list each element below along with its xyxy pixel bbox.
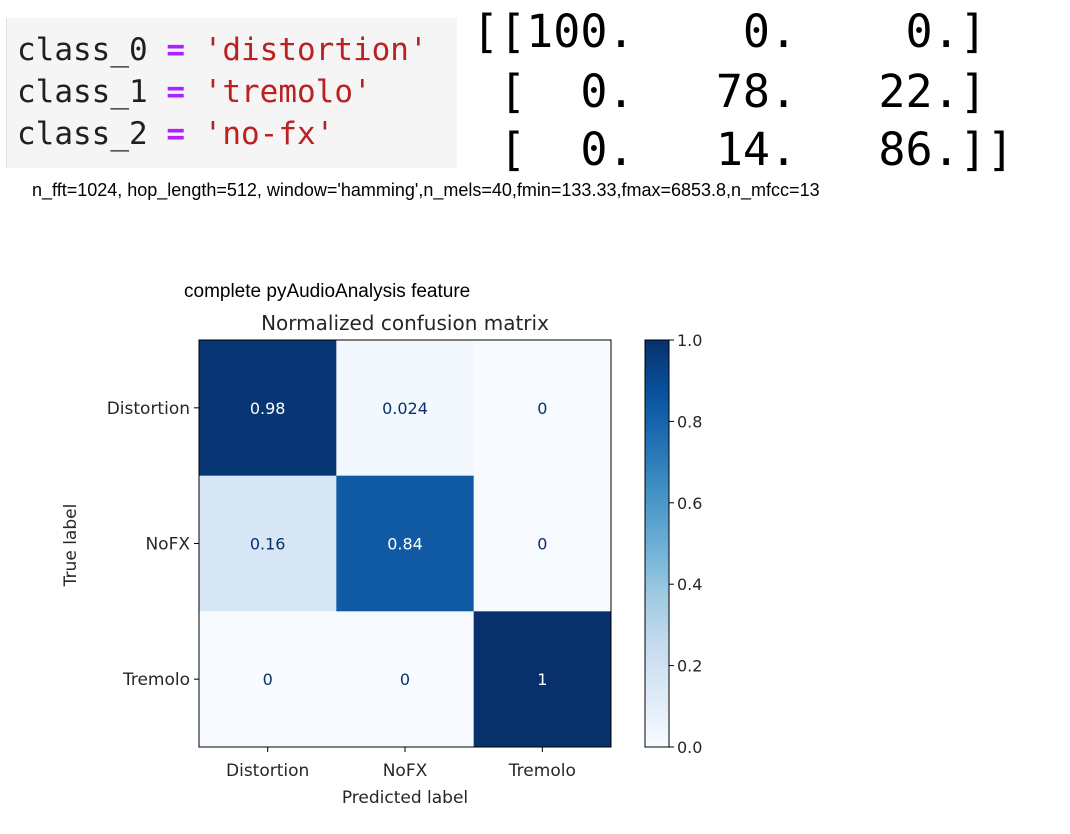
heatmap-cell [336, 611, 475, 748]
heatmap-cell [199, 340, 337, 477]
heatmap-cell [336, 340, 475, 477]
x-axis-label: Predicted label [342, 788, 468, 808]
code-operator: = [166, 74, 185, 110]
y-tick-label: Tremolo [122, 670, 190, 690]
cell-value-label: 0.84 [387, 535, 423, 554]
cell-value-label: 0 [400, 670, 410, 689]
heatmap-cell [473, 611, 612, 748]
colorbar-tick-label: 0.0 [677, 738, 702, 757]
colorbar-tick-label: 0.8 [677, 412, 702, 431]
cell-value-label: 0 [537, 399, 547, 418]
heatmap-cell [473, 475, 612, 612]
colorbar-ticks: 0.0 0.2 0.4 0.6 0.8 1.0 [669, 331, 702, 757]
params-text: n_fft=1024, hop_length=512, window='hamm… [32, 180, 820, 200]
cell-value-label: 0 [263, 670, 273, 689]
y-tick-label: Distortion [107, 399, 190, 419]
colorbar [644, 339, 670, 748]
code-var: class_0 [17, 32, 148, 68]
heatmap-cells [199, 340, 612, 748]
cell-value-label: 0.98 [250, 399, 286, 418]
matrix-row-1: [[100. 0. 0.] [472, 5, 987, 58]
code-string: 'tremolo' [203, 74, 372, 110]
code-string: 'no-fx' [203, 116, 335, 152]
heatmap-cell-labels: 0.98 0.024 0 0.16 0.84 0 0 0 1 [250, 399, 548, 689]
cell-value-label: 0 [537, 535, 547, 554]
code-var: class_2 [17, 116, 148, 152]
y-tick-label: NoFX [145, 535, 190, 555]
colorbar-tick-label: 0.4 [677, 575, 702, 594]
code-line-class-0: class_0 = 'distortion' [17, 30, 428, 70]
code-operator: = [166, 32, 185, 68]
code-operator: = [166, 116, 185, 152]
matrix-row-3: [ 0. 14. 86.]] [472, 123, 1014, 176]
x-tick-label: Tremolo [508, 761, 576, 781]
heatmap-cell [336, 475, 475, 612]
matrix-row-2: [ 0. 78. 22.] [472, 65, 987, 118]
cell-value-label: 0.16 [250, 535, 286, 554]
heatmap-cell [199, 611, 337, 748]
chart-title: Normalized confusion matrix [261, 311, 549, 335]
figure-caption: complete pyAudioAnalysis feature [184, 281, 471, 302]
cell-value-label: 1 [537, 670, 547, 689]
heatmap-cell [199, 475, 337, 612]
heatmap-cell [473, 340, 612, 477]
code-var: class_1 [17, 74, 148, 110]
y-axis-label: True label [61, 504, 81, 588]
code-cell: class_0 = 'distortion' class_1 = 'tremol… [6, 18, 457, 168]
code-string: 'distortion' [203, 32, 428, 68]
x-axis: Distortion NoFX Tremolo [226, 747, 576, 781]
colorbar-tick-label: 0.2 [677, 657, 702, 676]
colorbar-tick-label: 0.6 [677, 494, 702, 513]
cell-value-label: 0.024 [382, 399, 428, 418]
x-tick-label: Distortion [226, 761, 309, 781]
x-tick-label: NoFX [383, 761, 428, 781]
code-line-class-1: class_1 = 'tremolo' [17, 72, 372, 112]
code-line-class-2: class_2 = 'no-fx' [17, 114, 334, 154]
y-axis: Distortion NoFX Tremolo [107, 399, 199, 690]
colorbar-tick-label: 1.0 [677, 331, 702, 350]
